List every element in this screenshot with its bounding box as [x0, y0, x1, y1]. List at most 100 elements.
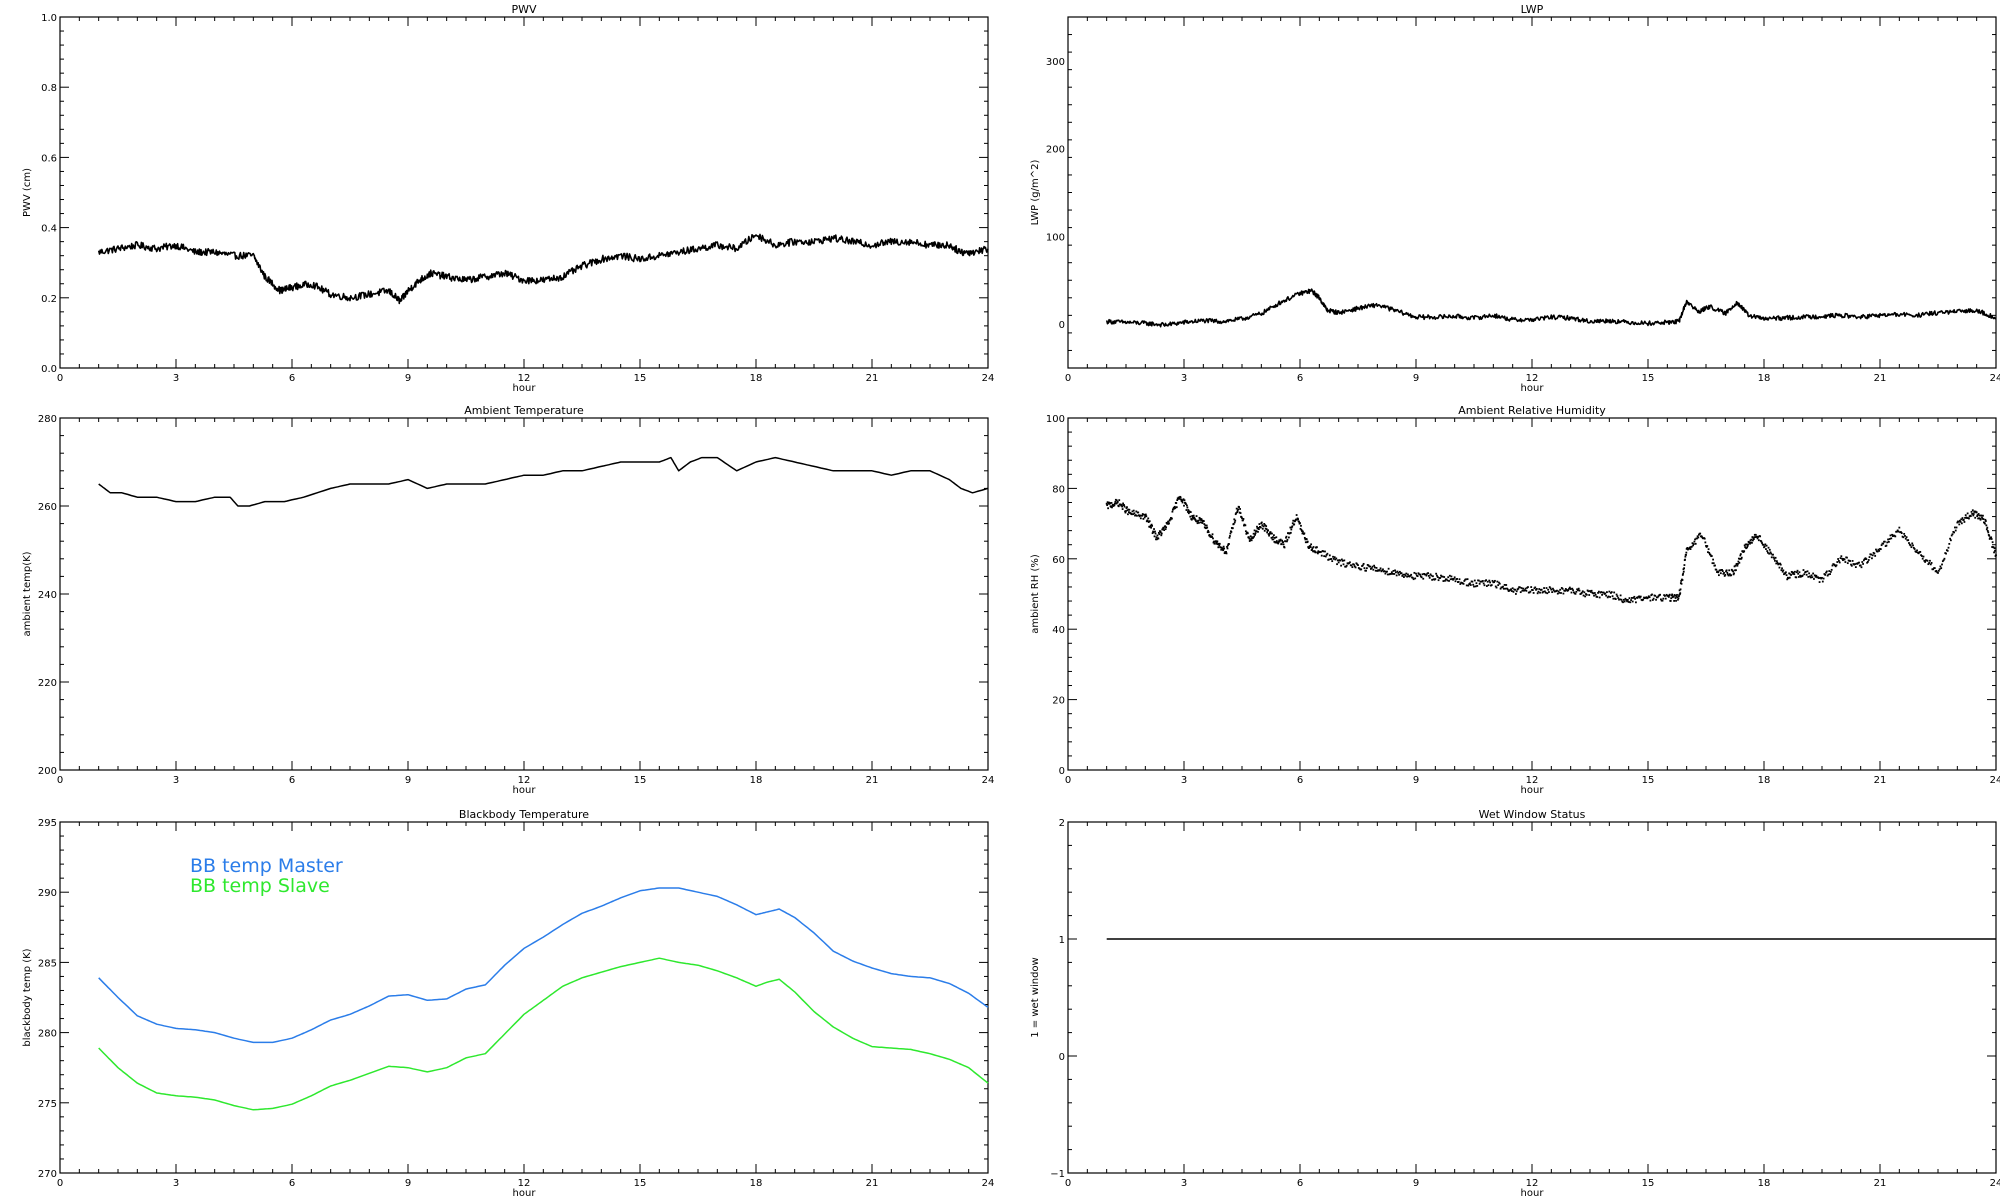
data-point: [1964, 516, 1966, 519]
data-point: [1448, 574, 1451, 577]
data-point: [1938, 568, 1941, 571]
data-point: [1124, 510, 1126, 513]
data-point: [1271, 538, 1274, 541]
data-point: [1215, 541, 1218, 544]
x-tick-label: 9: [1413, 775, 1419, 786]
data-point: [1576, 588, 1579, 591]
data-point: [1219, 546, 1222, 549]
data-point: [1345, 565, 1347, 568]
data-point: [1930, 562, 1933, 564]
data-point: [1412, 578, 1415, 581]
data-point: [1248, 537, 1251, 540]
x-tick-label: 24: [982, 373, 995, 384]
data-point: [1962, 519, 1965, 521]
data-point: [1642, 598, 1645, 601]
data-point: [1335, 557, 1338, 560]
data-point: [1839, 557, 1842, 559]
data-point: [1115, 502, 1118, 505]
data-point: [1281, 539, 1284, 542]
data-point: [1253, 529, 1256, 532]
data-point: [1240, 516, 1243, 518]
data-point: [1504, 587, 1507, 590]
data-point: [1152, 531, 1155, 534]
data-point: [1634, 597, 1637, 600]
data-point: [1272, 538, 1275, 541]
data-point: [1632, 596, 1635, 599]
data-point: [1787, 577, 1790, 580]
data-point: [1116, 500, 1119, 503]
y-axis-label: LWP (g/m^2): [1030, 160, 1041, 226]
data-point: [1710, 555, 1713, 557]
data-point: [1979, 518, 1982, 521]
data-point: [1331, 560, 1334, 563]
data-point: [1976, 514, 1979, 516]
data-point: [1898, 526, 1901, 529]
plot-frame: [1067, 821, 1997, 1174]
data-point: [1920, 555, 1923, 557]
data-point: [1328, 554, 1331, 557]
data-point: [1630, 597, 1633, 599]
data-point: [1870, 553, 1873, 556]
data-point: [1261, 527, 1264, 530]
data-point: [1625, 598, 1628, 601]
data-point: [1622, 598, 1625, 601]
data-point: [1698, 533, 1700, 536]
data-point: [1671, 593, 1674, 596]
data-point: [1201, 522, 1204, 524]
data-point: [1171, 508, 1174, 511]
data-point: [1463, 580, 1466, 582]
data-point: [1812, 572, 1815, 575]
data-point: [1253, 535, 1255, 538]
data-point: [1229, 532, 1232, 535]
data-point: [1241, 517, 1243, 520]
data-point: [1903, 532, 1906, 535]
data-point: [1691, 542, 1694, 545]
data-point: [1887, 538, 1889, 541]
data-point: [1959, 519, 1961, 522]
data-point: [1370, 567, 1373, 570]
data-point: [1561, 587, 1564, 590]
data-point: [1474, 585, 1477, 588]
data-point: [1675, 599, 1677, 602]
plot-frame: [1067, 417, 1997, 771]
data-point: [1320, 551, 1322, 553]
data-point: [1156, 534, 1159, 537]
data-point: [1829, 573, 1831, 575]
data-point: [1840, 555, 1843, 558]
data-point: [1705, 545, 1707, 547]
data-point: [1236, 511, 1239, 514]
data-point: [1505, 584, 1508, 586]
y-tick-label: 200: [38, 766, 57, 777]
data-point: [1677, 597, 1680, 600]
legend-entry: BB temp Master: [190, 855, 343, 877]
data-point: [1265, 528, 1268, 531]
data-point: [1532, 592, 1535, 594]
data-point: [1850, 564, 1853, 567]
data-point: [1481, 580, 1484, 582]
data-point: [1986, 526, 1989, 529]
data-point: [1689, 548, 1692, 550]
data-point: [1285, 535, 1288, 538]
data-point: [1859, 564, 1862, 567]
data-point: [1225, 552, 1228, 555]
data-point: [1175, 502, 1178, 504]
data-point: [1497, 584, 1500, 587]
data-point: [1808, 572, 1811, 575]
data-point: [1792, 571, 1795, 574]
data-point: [1704, 541, 1707, 544]
data-point: [1956, 521, 1959, 524]
data-point: [1780, 569, 1783, 572]
data-point: [1469, 584, 1472, 586]
x-axis-label: hour: [1521, 383, 1545, 394]
data-point: [1685, 548, 1688, 550]
data-point: [1430, 574, 1433, 577]
data-point: [1887, 540, 1890, 543]
data-point: [1545, 587, 1548, 589]
data-point: [1416, 575, 1419, 578]
data-point: [1772, 556, 1775, 559]
data-point: [1978, 517, 1980, 520]
data-point: [1682, 568, 1685, 571]
data-point: [1970, 510, 1973, 513]
x-tick-label: 3: [173, 1178, 179, 1189]
data-point: [1749, 542, 1751, 545]
